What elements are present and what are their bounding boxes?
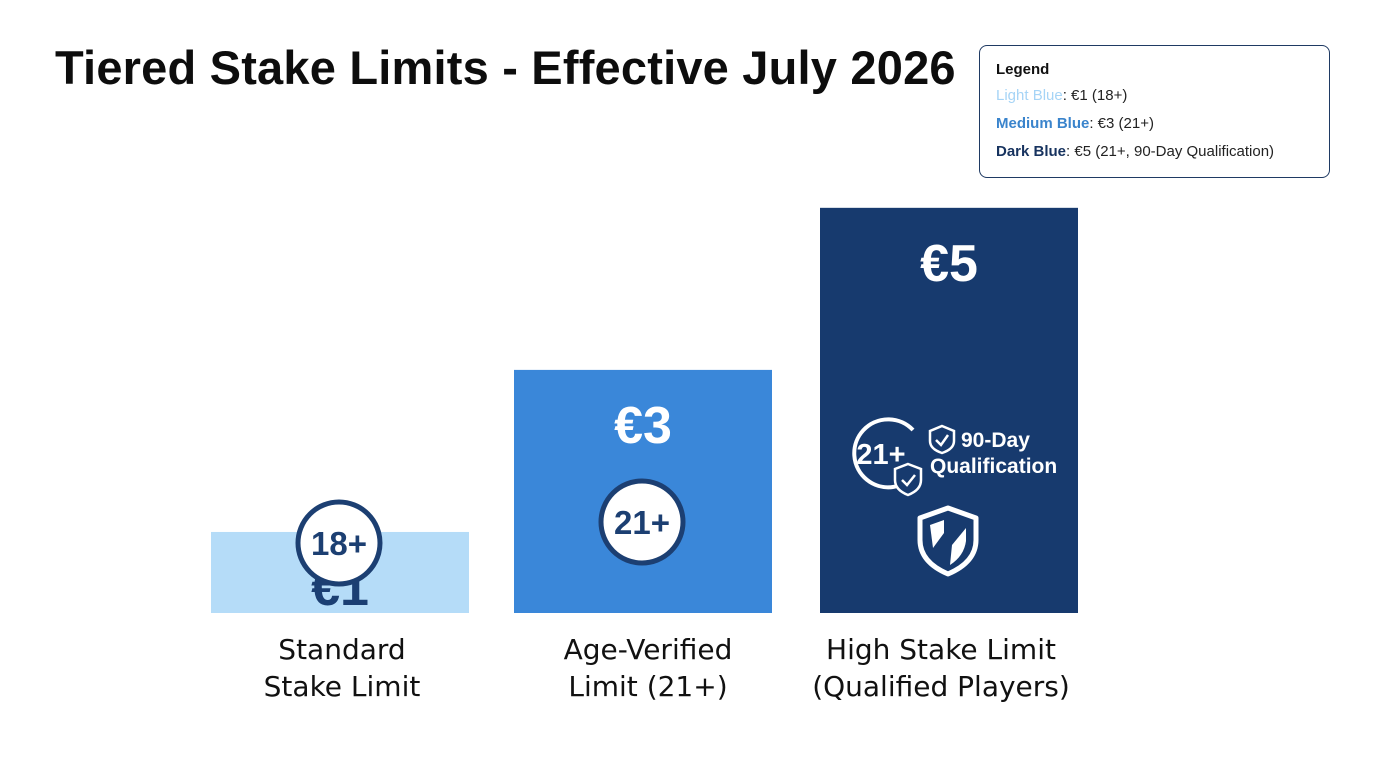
legend-text-medium-blue: : €3 (21+) [1089, 115, 1154, 132]
age-badge-18plus-icon: 18+ [295, 499, 383, 587]
legend-key-light-blue: Light Blue [996, 87, 1063, 104]
chart-title: Tiered Stake Limits - Effective July 202… [55, 41, 956, 94]
bar-group-high-stake: €5 21+ 90-Day Qualification [820, 207, 1078, 614]
age-badge-label: 18+ [311, 525, 367, 562]
bar-high-stake [820, 207, 1078, 614]
legend-key-medium-blue: Medium Blue [996, 115, 1090, 132]
legend-key-dark-blue: Dark Blue [996, 143, 1067, 160]
age-badge-label: 21+ [856, 439, 905, 471]
bar-value-label-high-stake: €5 [920, 235, 978, 293]
legend-item-medium-blue: Medium Blue: €3 (21+) [996, 114, 1313, 134]
qualification-label-line2: Qualification [930, 455, 1057, 478]
category-label-high-stake-line1: High Stake Limit [826, 633, 1056, 666]
bar-group-standard: €118+ [211, 499, 469, 617]
bar-value-label-age-verified: €3 [614, 397, 672, 455]
age-badge-label: 21+ [614, 504, 670, 541]
legend-box: Legend Light Blue: €1 (18+) Medium Blue:… [979, 45, 1330, 178]
category-label-age-verified-line2: Limit (21+) [568, 670, 727, 703]
shield-icon [917, 505, 979, 577]
category-label-age-verified-line1: Age-Verified [564, 633, 733, 666]
qualification-label-line1: 90-Day [961, 429, 1030, 452]
category-label-high-stake-line2: (Qualified Players) [812, 670, 1070, 703]
category-label-standard-line1: Standard [278, 633, 405, 666]
age-badge-21plus-icon: 21+ [598, 478, 686, 566]
legend-item-dark-blue: Dark Blue: €5 (21+, 90-Day Qualification… [996, 142, 1313, 162]
legend-text-dark-blue: : €5 (21+, 90-Day Qualification) [1066, 143, 1275, 160]
category-label-standard-line2: Stake Limit [264, 670, 421, 703]
shield-check-small-icon [893, 462, 923, 497]
shield-check-qualification-icon [928, 424, 956, 455]
legend-text-light-blue: : €1 (18+) [1062, 87, 1128, 104]
bar-group-age-verified: €3 21+ [514, 369, 772, 613]
legend-item-light-blue: Light Blue: €1 (18+) [996, 86, 1313, 106]
legend-title: Legend [996, 61, 1050, 78]
